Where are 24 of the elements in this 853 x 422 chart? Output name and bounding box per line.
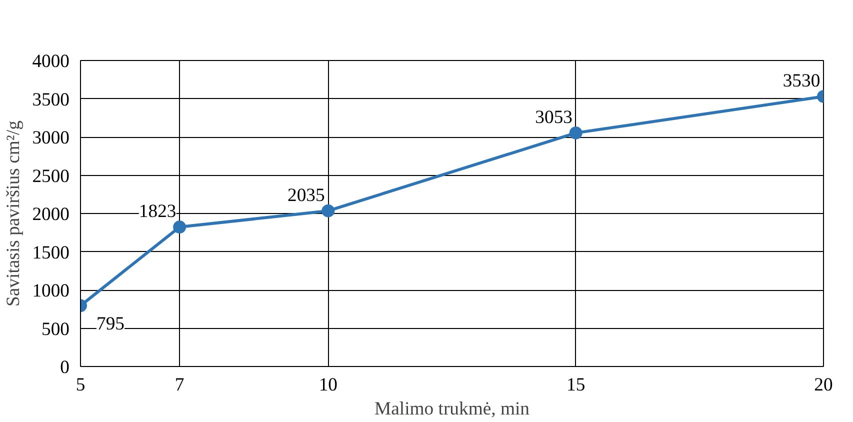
point [322,204,335,218]
data-label: 3530 [782,70,820,92]
point [173,220,186,234]
data-label: 3053 [535,106,572,128]
y-tick-label: 2000 [32,204,70,225]
y-tick-label: 4000 [32,51,70,72]
x-tick-label: 20 [814,374,833,396]
y-tick-label: 3000 [32,128,70,148]
x-tick-label: 7 [174,374,184,396]
y-tick-label: 1000 [32,280,70,302]
x-axis-title: Malimo trukmė, min [374,398,530,420]
y-tick-label: 0 [60,357,70,378]
x-tick-label: 15 [566,374,586,396]
y-tick-label: 2500 [32,166,70,187]
y-tick-label: 3500 [32,89,70,110]
point [569,126,582,140]
x-tick-label: 5 [76,374,86,396]
y-tick-label: 1500 [32,242,70,264]
y-tick-label: 500 [42,318,70,340]
data-label: 1823 [138,201,176,222]
data-label: 795 [96,314,124,335]
data-label: 2035 [288,184,325,206]
x-tick-label: 10 [318,374,338,396]
y-axis-title: Savitasis paviršius cm²/g [3,120,24,306]
